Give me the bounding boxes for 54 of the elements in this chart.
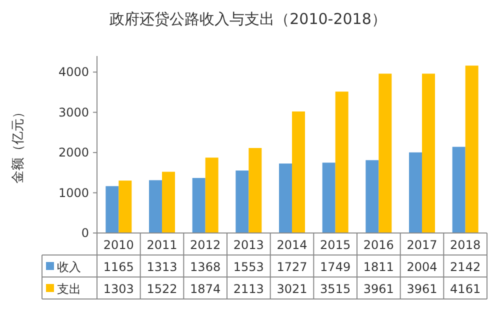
legend-label: 支出 — [57, 282, 81, 296]
x-tick-label: 2013 — [233, 238, 264, 252]
y-tick-label: 3000 — [58, 105, 89, 120]
bar — [162, 172, 175, 233]
x-tick-label: 2014 — [276, 238, 308, 252]
data-label: 1522 — [146, 282, 178, 296]
bar — [106, 186, 119, 233]
bar — [205, 158, 218, 233]
x-tick-label: 2017 — [406, 238, 438, 252]
bar — [452, 146, 466, 233]
bar — [149, 180, 162, 233]
x-tick-label: 2015 — [320, 238, 351, 252]
bar — [366, 160, 379, 233]
data-label: 1727 — [276, 260, 308, 274]
bar — [422, 74, 435, 233]
data-label: 3515 — [320, 282, 351, 296]
bar — [248, 148, 262, 233]
bar — [292, 111, 305, 233]
data-label: 2113 — [233, 282, 264, 296]
bar — [118, 180, 132, 233]
y-tick-label: 0 — [81, 226, 89, 240]
bar — [279, 164, 292, 233]
bar — [236, 170, 249, 233]
data-label: 1313 — [146, 260, 178, 274]
data-label: 2142 — [450, 260, 481, 274]
data-label: 1874 — [190, 282, 221, 296]
data-label: 1811 — [363, 260, 394, 274]
bar — [192, 178, 206, 233]
bar — [335, 92, 348, 233]
data-label: 2004 — [406, 260, 438, 274]
x-tick-label: 2011 — [146, 238, 178, 252]
x-tick-label: 2016 — [363, 238, 394, 252]
bar — [409, 152, 422, 233]
data-label: 1749 — [320, 260, 351, 274]
y-axis-title: 金额（亿元） — [11, 106, 26, 184]
x-tick-label: 2010 — [103, 238, 134, 252]
bar — [465, 66, 478, 233]
bar — [378, 74, 392, 233]
x-tick-label: 2012 — [190, 238, 221, 252]
bar — [322, 162, 336, 233]
data-label: 3961 — [406, 282, 438, 296]
chart-title: 政府还贷公路收入与支出（2010-2018） — [110, 10, 386, 28]
x-tick-label: 2018 — [450, 238, 481, 252]
data-label: 4161 — [450, 282, 481, 296]
data-label: 1165 — [103, 260, 134, 274]
data-label: 3021 — [276, 282, 308, 296]
y-tick-label: 4000 — [58, 65, 89, 80]
data-label: 1553 — [233, 260, 264, 274]
data-label: 3961 — [363, 282, 394, 296]
data-label: 1368 — [190, 260, 221, 274]
y-tick-label: 1000 — [58, 186, 89, 200]
y-tick-label: 2000 — [58, 146, 89, 160]
legend-label: 收入 — [57, 260, 81, 274]
data-label: 1303 — [103, 282, 134, 296]
